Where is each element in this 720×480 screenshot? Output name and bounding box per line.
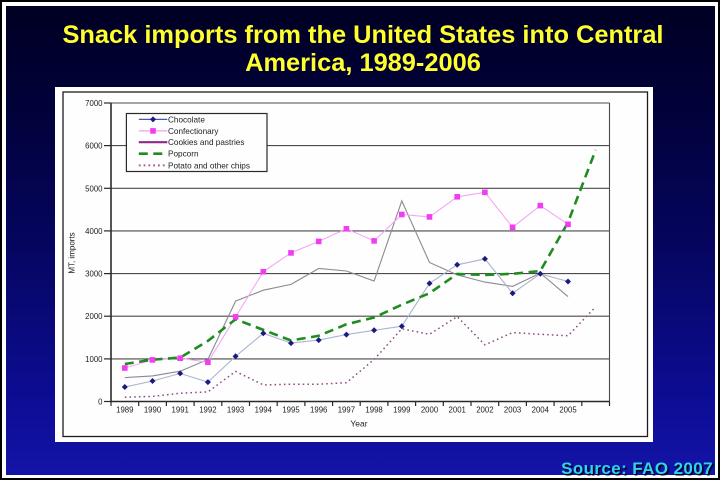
svg-text:Chocolate: Chocolate [168,115,205,124]
svg-text:0: 0 [98,398,103,407]
svg-text:1999: 1999 [393,406,410,415]
svg-text:3000: 3000 [85,270,103,279]
svg-text:2000: 2000 [421,406,439,415]
svg-text:1992: 1992 [199,406,216,415]
svg-text:Confectionary: Confectionary [168,127,219,136]
svg-text:Cookies and pastries: Cookies and pastries [168,138,244,147]
svg-text:Popcorn: Popcorn [168,150,199,159]
svg-text:1998: 1998 [365,406,382,415]
svg-text:2005: 2005 [559,406,577,415]
svg-text:7000: 7000 [85,99,103,108]
svg-text:Potato and other chips: Potato and other chips [168,161,250,170]
svg-text:1995: 1995 [282,406,300,415]
svg-text:1991: 1991 [172,406,189,415]
svg-text:Year: Year [350,419,367,429]
svg-text:2004: 2004 [532,406,550,415]
svg-text:1994: 1994 [255,406,273,415]
svg-text:2003: 2003 [504,406,521,415]
svg-text:MT, imports: MT, imports [68,232,77,273]
svg-text:1997: 1997 [338,406,355,415]
svg-text:1000: 1000 [85,355,103,364]
svg-text:2002: 2002 [476,406,493,415]
svg-text:5000: 5000 [85,184,103,193]
svg-text:2000: 2000 [85,312,103,321]
svg-text:6000: 6000 [85,142,103,151]
svg-text:1990: 1990 [144,406,162,415]
svg-text:1989: 1989 [116,406,133,415]
svg-text:1996: 1996 [310,406,327,415]
svg-text:4000: 4000 [85,227,103,236]
svg-text:2001: 2001 [449,406,466,415]
svg-text:1993: 1993 [227,406,244,415]
